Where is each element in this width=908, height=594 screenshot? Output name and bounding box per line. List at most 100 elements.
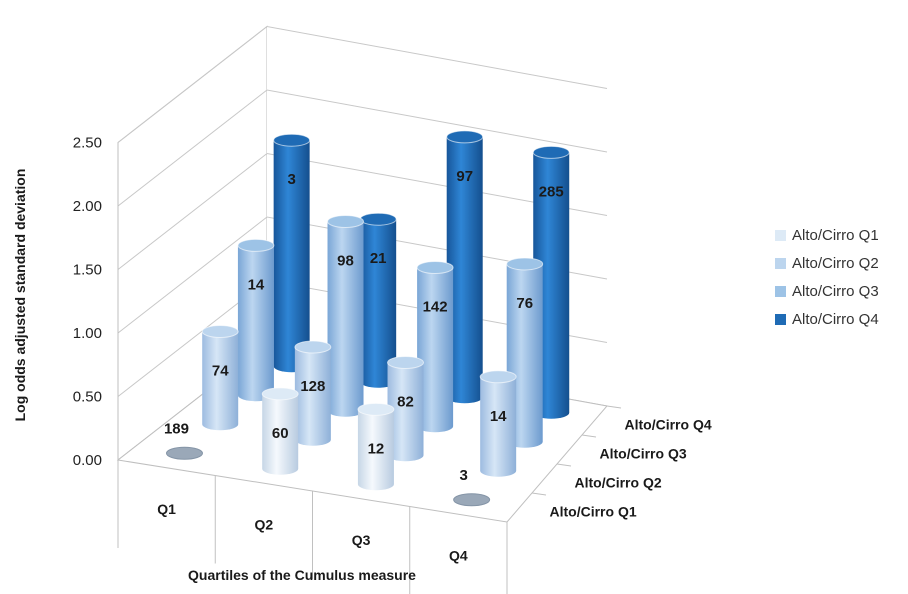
cylinder-top <box>201 325 239 339</box>
depth-tick <box>556 463 572 467</box>
depth-axis-tick-labels: Alto/Cirro Q1 Alto/Cirro Q2 Alto/Cirro Q3 A… <box>550 417 712 520</box>
data-label: 3 <box>287 171 295 188</box>
cylinder-bar: 14 <box>237 238 275 402</box>
cylinder-bar: 60 <box>261 387 299 475</box>
cylinder-body <box>360 219 397 388</box>
cylinder-body <box>417 267 454 433</box>
x-tick-label: Q3 <box>352 532 371 548</box>
cylinder-bar: 142 <box>416 261 454 433</box>
y-axis-title: Log odds adjusted standard deviation <box>12 169 28 422</box>
cylinder-top <box>532 145 570 159</box>
gridline <box>117 216 608 334</box>
cylinder-body <box>273 140 310 373</box>
data-label: 285 <box>539 183 564 200</box>
y-tick-label: 2.50 <box>73 135 102 152</box>
gridline <box>117 89 608 207</box>
cylinder-bar: 21 <box>359 212 397 388</box>
x-tick-label: Q4 <box>449 547 468 563</box>
cylinder-top <box>273 133 311 147</box>
cylinder-body <box>294 347 331 446</box>
data-label: 82 <box>397 394 414 411</box>
data-label: 98 <box>337 253 354 270</box>
gridline <box>117 25 608 143</box>
gridline <box>117 152 608 270</box>
legend-item: Alto/Cirro Q1 <box>775 227 879 244</box>
cylinder-bar: 128 <box>294 340 332 446</box>
data-label: 21 <box>370 250 387 267</box>
depth-tick <box>606 405 622 409</box>
y-axis-tick-labels: 0.00 0.50 1.00 1.50 2.00 2.50 <box>73 135 102 470</box>
legend: Alto/Cirro Q1 Alto/Cirro Q2 Alto/Cirro Q3 A… <box>775 227 879 328</box>
cylinder-top <box>479 370 517 384</box>
series-1: 189 60 12 3 <box>164 387 491 507</box>
data-label: 128 <box>300 378 325 395</box>
cylinder-body <box>237 245 274 402</box>
legend-item: Alto/Cirro Q3 <box>775 283 879 300</box>
cylinder-body <box>387 362 424 462</box>
cylinder-bar: 74 <box>201 325 239 431</box>
cylinder-body <box>446 136 483 404</box>
cylinder-bar: 14 <box>479 370 517 477</box>
series-4: 3 21 97 285 <box>273 130 570 419</box>
x-axis-title: Quartiles of the Cumulus measure <box>188 567 416 583</box>
data-label: 14 <box>248 276 265 293</box>
legend-swatch <box>775 230 786 241</box>
depth-tick <box>531 492 547 496</box>
data-label: 60 <box>272 425 289 442</box>
depth-tick-label: Alto/Cirro Q4 <box>625 417 712 433</box>
zero-bar-disc <box>165 446 203 460</box>
depth-tick-label: Alto/Cirro Q2 <box>575 475 662 491</box>
legend-label: Alto/Cirro Q2 <box>792 255 879 272</box>
legend-swatch <box>775 258 786 269</box>
cylinder-top <box>387 356 425 370</box>
y-tick-label: 2.00 <box>73 198 102 215</box>
cylinder-body <box>357 409 394 491</box>
cylinder-top <box>506 257 544 271</box>
cylinder-body <box>202 331 239 431</box>
cylinder-body <box>327 221 364 417</box>
data-label: 14 <box>490 408 507 425</box>
data-label: 142 <box>423 299 448 316</box>
data-label: 76 <box>516 295 533 312</box>
depth-tick-label: Alto/Cirro Q1 <box>550 504 637 520</box>
cylinder-top <box>261 387 299 401</box>
data-label: 74 <box>212 363 229 380</box>
series-2: 74 128 82 14 <box>201 325 517 477</box>
cylinder-bar: 3 <box>453 467 491 507</box>
depth-tick <box>581 434 597 438</box>
zero-bar-disc <box>453 493 491 507</box>
legend-item: Alto/Cirro Q2 <box>775 255 879 272</box>
cylinder-body <box>262 393 299 475</box>
legend-swatch <box>775 286 786 297</box>
x-axis-tick-labels: Q1 Q2 Q3 Q4 <box>157 501 468 564</box>
cylinder-bar: 82 <box>387 356 425 462</box>
cylinder-top <box>357 402 395 416</box>
legend-swatch <box>775 314 786 325</box>
y-tick-label: 1.50 <box>73 262 102 279</box>
x-tick-label: Q1 <box>157 501 176 517</box>
cylinder-bar: 189 <box>164 420 203 460</box>
data-label: 97 <box>456 168 473 185</box>
cylinder-top <box>294 340 332 354</box>
series-3: 14 98 142 76 <box>237 215 544 448</box>
cylinder-body <box>480 376 517 477</box>
data-label: 12 <box>368 440 385 457</box>
legend-label: Alto/Cirro Q3 <box>792 283 879 300</box>
y-tick-label: 0.50 <box>73 389 102 406</box>
cylinder-bar: 98 <box>327 215 365 417</box>
cylinder-top <box>416 261 454 274</box>
cylinder-bar: 97 <box>446 130 484 404</box>
cylinder-top <box>327 215 365 229</box>
x-tick-label: Q2 <box>255 516 274 532</box>
data-label: 3 <box>459 467 467 484</box>
cylinder-top <box>237 238 275 252</box>
cylinder-top <box>446 130 484 144</box>
y-tick-label: 1.00 <box>73 325 102 342</box>
chart-marks: 3 21 97 285 14 98 142 76 74 128 82 14 189 60 12 3 <box>164 130 570 507</box>
y-tick-label: 0.00 <box>73 452 102 469</box>
depth-tick-label: Alto/Cirro Q3 <box>600 446 687 462</box>
data-label: 189 <box>164 420 189 437</box>
legend-item: Alto/Cirro Q4 <box>775 311 879 328</box>
cylinder-bar: 3 <box>273 133 311 373</box>
